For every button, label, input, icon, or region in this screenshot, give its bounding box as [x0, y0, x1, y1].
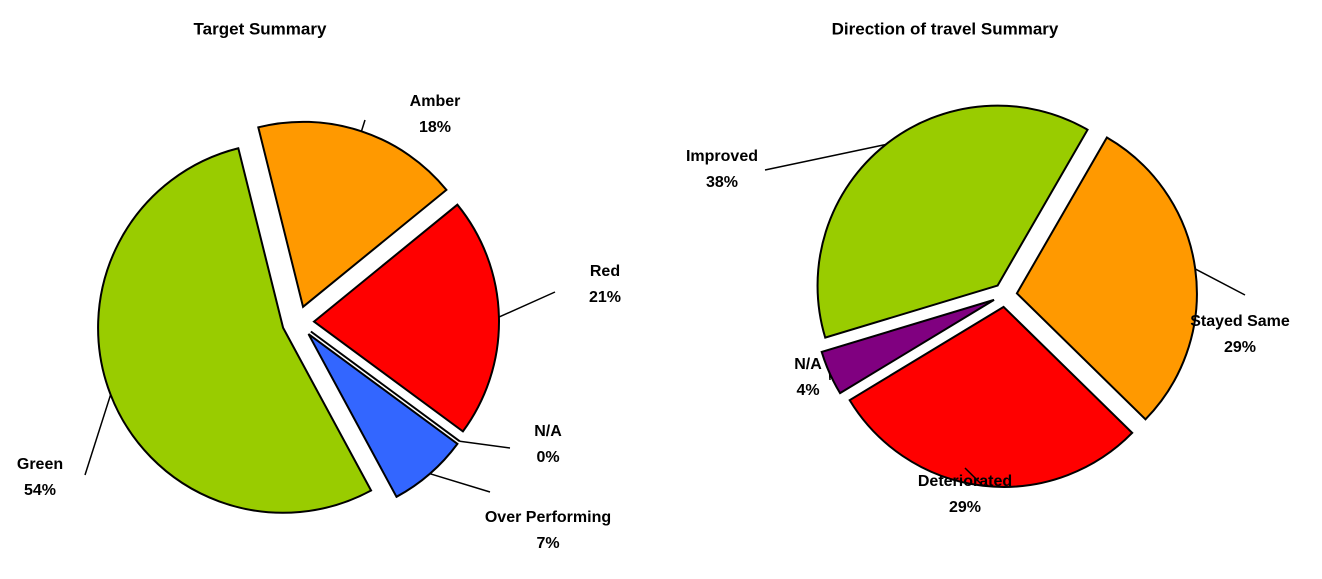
value-label: 21%	[589, 289, 621, 306]
pie-slice	[257, 120, 448, 309]
chart-title: Direction of travel Summary	[832, 19, 1059, 38]
pie-slice	[820, 298, 995, 395]
slice-label: Red	[590, 263, 620, 280]
leader-line	[429, 472, 491, 493]
leader-line	[964, 467, 984, 487]
pie-slice	[97, 147, 373, 514]
chart-title: Target Summary	[194, 19, 327, 38]
slice-label: Amber	[410, 93, 461, 110]
slice-label: Over Performing	[485, 509, 611, 526]
value-label: 29%	[1224, 339, 1256, 356]
leader-line	[498, 291, 556, 318]
pie-slice	[307, 333, 459, 499]
value-label: 0%	[536, 449, 559, 466]
slice-label: N/A	[794, 356, 822, 373]
leader-line	[84, 394, 112, 476]
slice-label: Improved	[686, 148, 758, 165]
slice-label: Stayed Same	[1190, 313, 1290, 330]
pie-slice	[1015, 136, 1198, 421]
pie-slice	[310, 330, 461, 443]
leader-line	[459, 440, 511, 449]
value-label: 4%	[796, 382, 819, 399]
slice-label: N/A	[534, 423, 562, 440]
pie-slice	[848, 305, 1134, 488]
slice-label: Deteriorated	[918, 473, 1012, 490]
leader-line	[1194, 268, 1246, 296]
slice-label: Green	[17, 456, 63, 473]
value-label: 54%	[24, 482, 56, 499]
value-label: 38%	[706, 174, 738, 191]
value-label: 7%	[536, 535, 559, 552]
leader-line	[360, 119, 366, 132]
value-label: 29%	[949, 499, 981, 516]
pie-slice	[816, 104, 1089, 339]
value-label: 18%	[419, 119, 451, 136]
leader-line	[764, 143, 886, 171]
